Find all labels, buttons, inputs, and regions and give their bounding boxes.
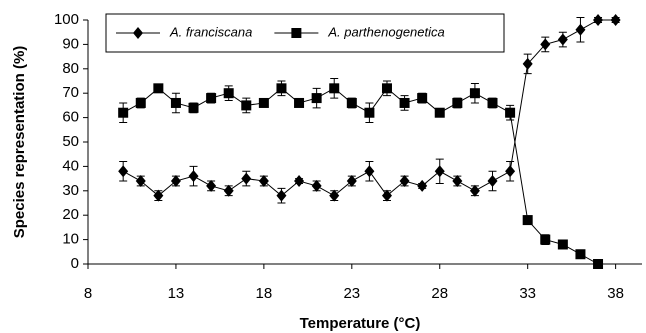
data-point (540, 38, 551, 51)
y-tick-label: 60 (62, 109, 79, 126)
data-point (311, 179, 322, 192)
x-tick-label: 13 (168, 285, 185, 302)
data-point (381, 83, 392, 94)
data-point (329, 189, 340, 202)
x-tick-label: 23 (343, 285, 360, 302)
data-point (575, 249, 586, 260)
data-point (223, 88, 234, 99)
data-point (417, 179, 428, 192)
data-point (505, 107, 516, 118)
data-point (487, 175, 498, 188)
data-point (206, 93, 217, 104)
data-point (575, 23, 586, 36)
data-point (557, 33, 568, 46)
x-tick-label: 38 (607, 285, 624, 302)
data-point (505, 165, 516, 178)
data-point (610, 14, 621, 26)
x-axis-title: Temperature (°C) (300, 315, 421, 332)
data-point (188, 102, 199, 113)
data-point (170, 97, 181, 108)
data-point (522, 215, 533, 226)
data-point (188, 170, 199, 183)
data-point (258, 97, 269, 108)
data-point (399, 97, 410, 108)
data-point (153, 189, 164, 202)
data-point (434, 165, 445, 178)
legend-marker (291, 28, 302, 38)
data-point (241, 172, 252, 185)
data-point (522, 57, 533, 70)
y-tick-label: 50 (62, 133, 79, 150)
data-point (206, 179, 217, 192)
data-point (487, 97, 498, 108)
data-point (417, 93, 428, 104)
y-tick-label: 40 (62, 157, 79, 174)
data-point (469, 184, 480, 197)
data-point (135, 97, 146, 108)
data-point (364, 165, 375, 178)
series-line (122, 87, 599, 265)
data-point (258, 175, 269, 188)
legend-marker (133, 27, 143, 39)
data-point (593, 259, 604, 269)
data-point (118, 107, 129, 118)
y-tick-label: 30 (62, 182, 79, 199)
y-tick-label: 80 (62, 60, 79, 77)
data-point (223, 184, 234, 197)
data-point (540, 234, 551, 245)
y-tick-label: 10 (62, 231, 79, 248)
y-tick-label: 90 (62, 35, 79, 52)
x-tick-label: 33 (519, 285, 536, 302)
data-point (399, 175, 410, 188)
data-point (294, 175, 305, 188)
y-axis-title: Species representation (%) (11, 46, 28, 239)
data-point (170, 175, 181, 188)
data-point (276, 83, 287, 94)
y-tick-label: 0 (71, 255, 79, 272)
data-point (346, 97, 357, 108)
data-point (276, 189, 287, 202)
y-tick-label: 100 (54, 11, 79, 28)
legend-label: A. parthenogenetica (327, 24, 444, 39)
y-tick-label: 70 (62, 84, 79, 101)
data-point (469, 88, 480, 99)
data-point (557, 239, 568, 250)
x-tick-label: 8 (84, 285, 92, 302)
data-point (434, 107, 445, 118)
data-point (294, 97, 305, 108)
data-point (593, 14, 604, 26)
y-tick-label: 20 (62, 206, 79, 223)
data-point (118, 165, 129, 178)
data-point (311, 93, 322, 104)
x-tick-label: 28 (431, 285, 448, 302)
data-point (452, 175, 463, 188)
data-point (452, 97, 463, 108)
data-point (241, 100, 252, 111)
data-point (346, 175, 357, 188)
x-tick-label: 18 (256, 285, 273, 302)
data-point (329, 83, 340, 94)
data-point (153, 83, 164, 94)
data-point (381, 189, 392, 202)
data-point (364, 107, 375, 118)
legend-label: A. franciscana (169, 24, 252, 39)
data-point (135, 175, 146, 188)
